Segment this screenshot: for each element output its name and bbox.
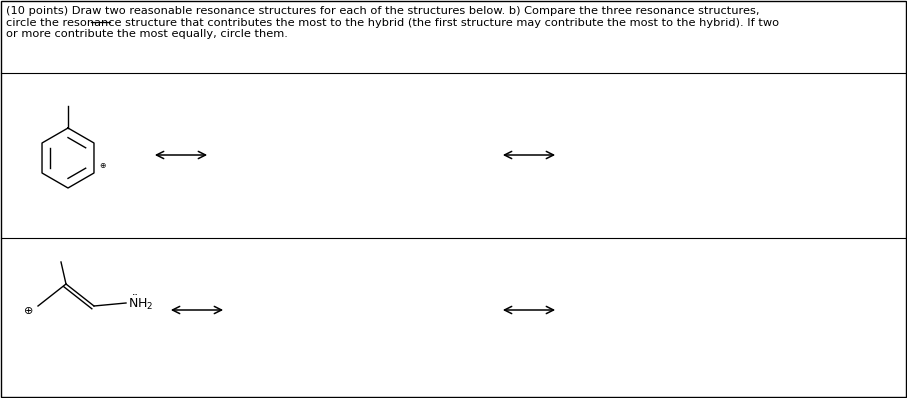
- Text: $^\oplus$: $^\oplus$: [98, 162, 108, 172]
- Text: $\oplus$: $\oplus$: [23, 304, 34, 316]
- Text: (10 points) Draw two reasonable resonance structures for each of the structures : (10 points) Draw two reasonable resonanc…: [6, 6, 779, 39]
- Text: $\ddot{\rm N}$H$_2$: $\ddot{\rm N}$H$_2$: [128, 294, 153, 312]
